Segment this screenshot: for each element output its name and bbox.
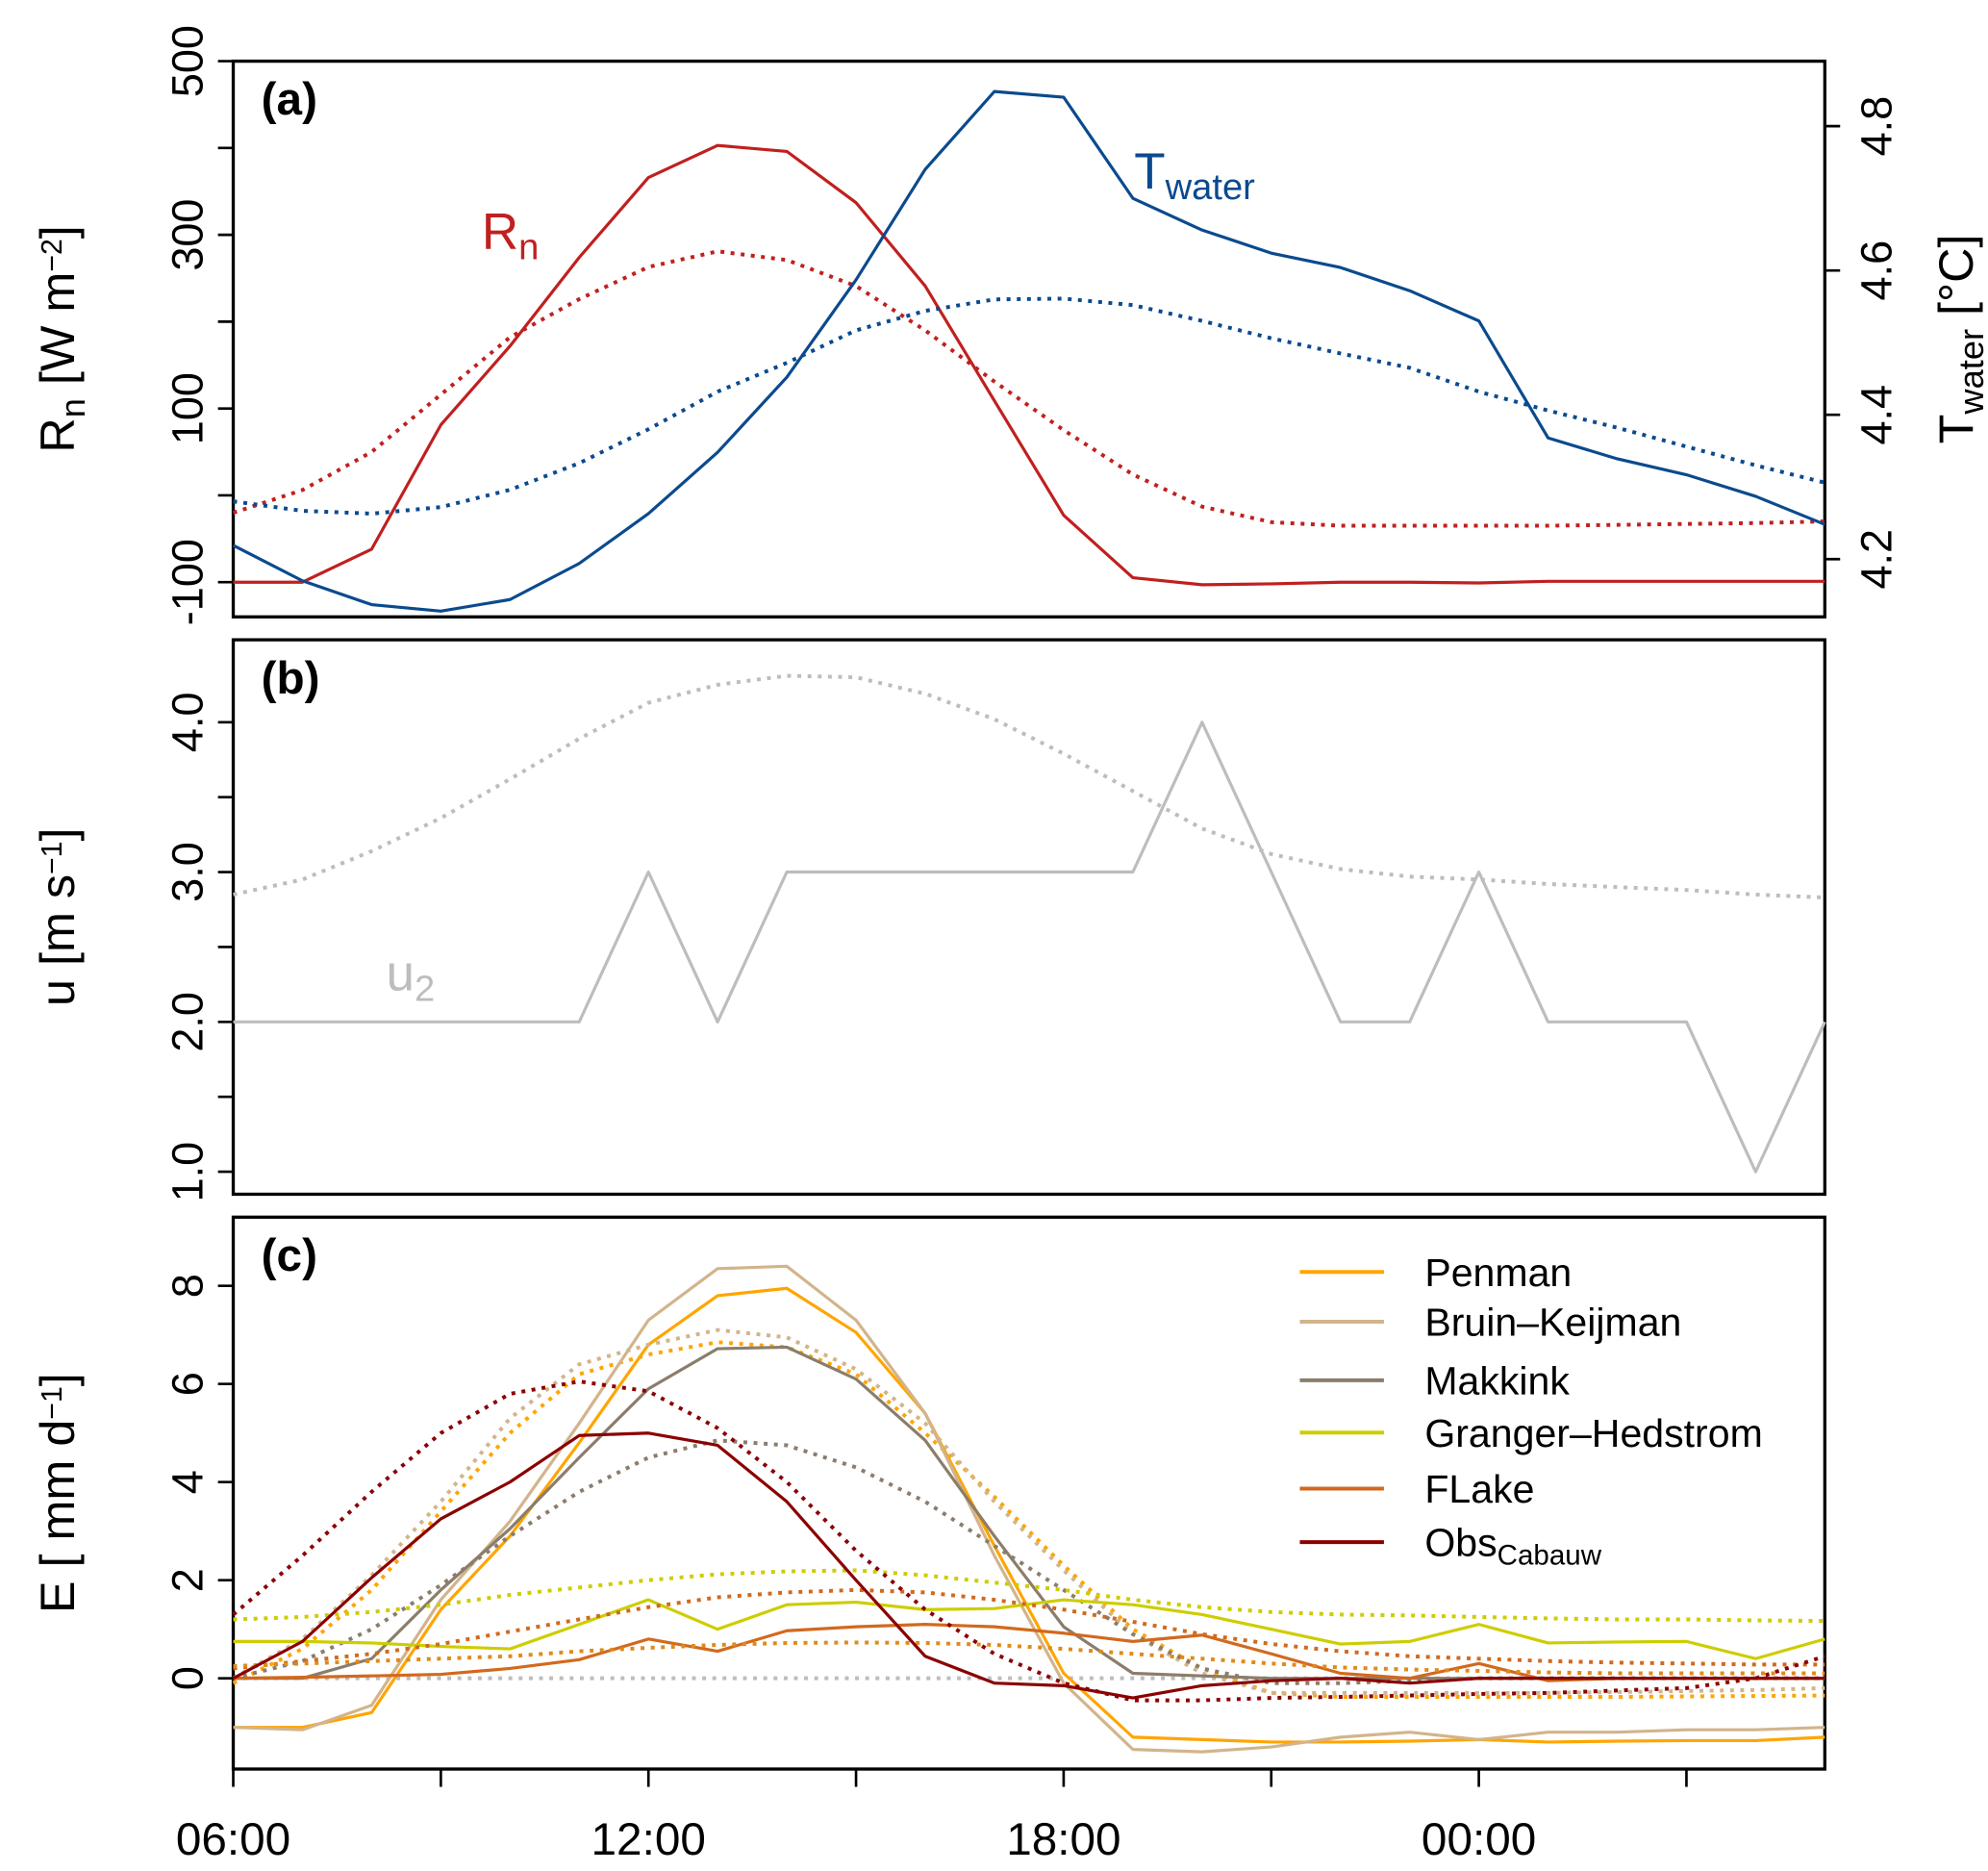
y-tick-label: 4.0	[164, 692, 213, 752]
series-annotation-part: 2	[415, 969, 435, 1010]
series-line-flake-dotted	[233, 1587, 1825, 1671]
y-tick-label: 0	[164, 1666, 213, 1690]
y-tick-label: -100	[164, 539, 213, 625]
series-annotation-part: water	[1165, 166, 1256, 208]
y-tick-label: 6	[164, 1372, 213, 1396]
series-annotation-part: R	[482, 203, 518, 260]
legend-label-part: Obs	[1424, 1521, 1497, 1565]
series-line-orange-dotted-2-dotted	[233, 1640, 1825, 1676]
y-axis-label-part: [W m	[30, 272, 85, 398]
series-annotation: Twater	[1134, 143, 1255, 208]
series-line-u2-dotted	[233, 673, 1825, 900]
series-line-rn-dotted	[232, 249, 1825, 528]
legend-label-part: Penman	[1424, 1251, 1572, 1295]
series-annotation-part: n	[518, 227, 539, 268]
x-tick-label: 12:00	[591, 1814, 706, 1865]
y-axis-label-part: u [m s	[30, 874, 85, 1006]
x-tick-label: 06:00	[176, 1814, 290, 1865]
y2-tick-label: 4.6	[1851, 240, 1900, 301]
y2-tick-label: 4.2	[1851, 529, 1900, 590]
legend-label-part: Bruin–Keijman	[1424, 1301, 1681, 1345]
series-line-u2-solid	[233, 721, 1826, 1174]
y-tick-label: 300	[164, 199, 213, 271]
series-annotation-part: u	[387, 945, 415, 1001]
y-axis-label: u [m s−1]	[30, 828, 85, 1006]
legend-label: Makkink	[1424, 1358, 1570, 1403]
series-line-bruin-keijman-solid	[233, 1264, 1825, 1754]
plot-frame	[231, 638, 1827, 1197]
panel-label: (a)	[262, 74, 317, 125]
legend-label: FLake	[1424, 1467, 1534, 1511]
y-tick-label: 500	[164, 25, 213, 97]
y-axis-label-part: R	[30, 417, 85, 452]
series-line-penman-solid	[233, 1286, 1825, 1744]
y-axis-label-part: ]	[30, 225, 85, 239]
series-line-granger-hedstrom-solid	[233, 1598, 1825, 1660]
y2-tick-label: 4.8	[1851, 96, 1900, 157]
series-line-twater-dotted	[233, 296, 1825, 516]
x-tick-label: 00:00	[1422, 1814, 1536, 1865]
plot-frame	[231, 59, 1827, 619]
plot-frame	[231, 1215, 1827, 1771]
series-line-flake-solid	[233, 1623, 1825, 1682]
y-axis-label-part: ]	[30, 1373, 85, 1386]
y-tick-label: 1.0	[164, 1142, 213, 1202]
y-axis-label: Rn [W m−2]	[30, 225, 92, 452]
y-axis-label-part: −2	[36, 239, 67, 271]
y2-axis-label-part: T	[1928, 415, 1983, 444]
legend-label-part: Cabauw	[1497, 1540, 1602, 1572]
series-line-bruin-keijman-dotted	[232, 1327, 1825, 1695]
y-axis-label-part: n	[53, 398, 92, 417]
x-tick-label: 18:00	[1006, 1814, 1120, 1865]
legend-label-part: FLake	[1424, 1467, 1534, 1511]
panel-label: (b)	[262, 653, 320, 704]
legend-label-part: Makkink	[1424, 1358, 1570, 1403]
legend-label-part: Granger–Hedstrom	[1424, 1411, 1762, 1455]
y-tick-label: 3.0	[164, 842, 213, 902]
legend-label: Bruin–Keijman	[1424, 1301, 1681, 1345]
legend-label: Penman	[1424, 1251, 1572, 1295]
series-annotation-part: T	[1134, 143, 1165, 200]
series-line-penman-dotted	[232, 1340, 1825, 1700]
y-axis-label-part: −1	[36, 842, 67, 874]
series-line-makkink-dotted	[233, 1438, 1825, 1685]
panel-label: (c)	[262, 1230, 317, 1281]
series-line-twater-solid	[232, 89, 1825, 613]
series-annotation: u2	[387, 945, 436, 1009]
y-tick-label: 2	[164, 1568, 213, 1592]
series-annotation: Rn	[482, 203, 539, 267]
y2-axis-label: Twater [°C]	[1928, 235, 1988, 444]
y-axis-label: E [ mm d−1]	[30, 1373, 85, 1613]
legend-label: Granger–Hedstrom	[1424, 1411, 1762, 1455]
legend-label: ObsCabauw	[1424, 1521, 1601, 1572]
y-axis-label-part: E [ mm d	[30, 1420, 85, 1613]
series-line-obscabauw-solid	[232, 1431, 1825, 1700]
y2-axis-label-part: water	[1951, 329, 1988, 416]
y2-tick-label: 4.4	[1851, 385, 1900, 445]
y2-axis-label-part: [°C]	[1928, 235, 1983, 329]
y-axis-label-part: ]	[30, 828, 85, 842]
y-axis-label-part: −1	[36, 1386, 67, 1419]
y-tick-label: 4	[164, 1470, 213, 1494]
series-line-granger-hedstrom-dotted	[233, 1568, 1825, 1624]
series-line-rn-solid	[233, 143, 1825, 587]
y-tick-label: 2.0	[164, 992, 213, 1052]
y-tick-label: 100	[164, 372, 213, 444]
series-line-obscabauw-dotted	[232, 1379, 1825, 1703]
y-tick-label: 8	[164, 1274, 213, 1298]
